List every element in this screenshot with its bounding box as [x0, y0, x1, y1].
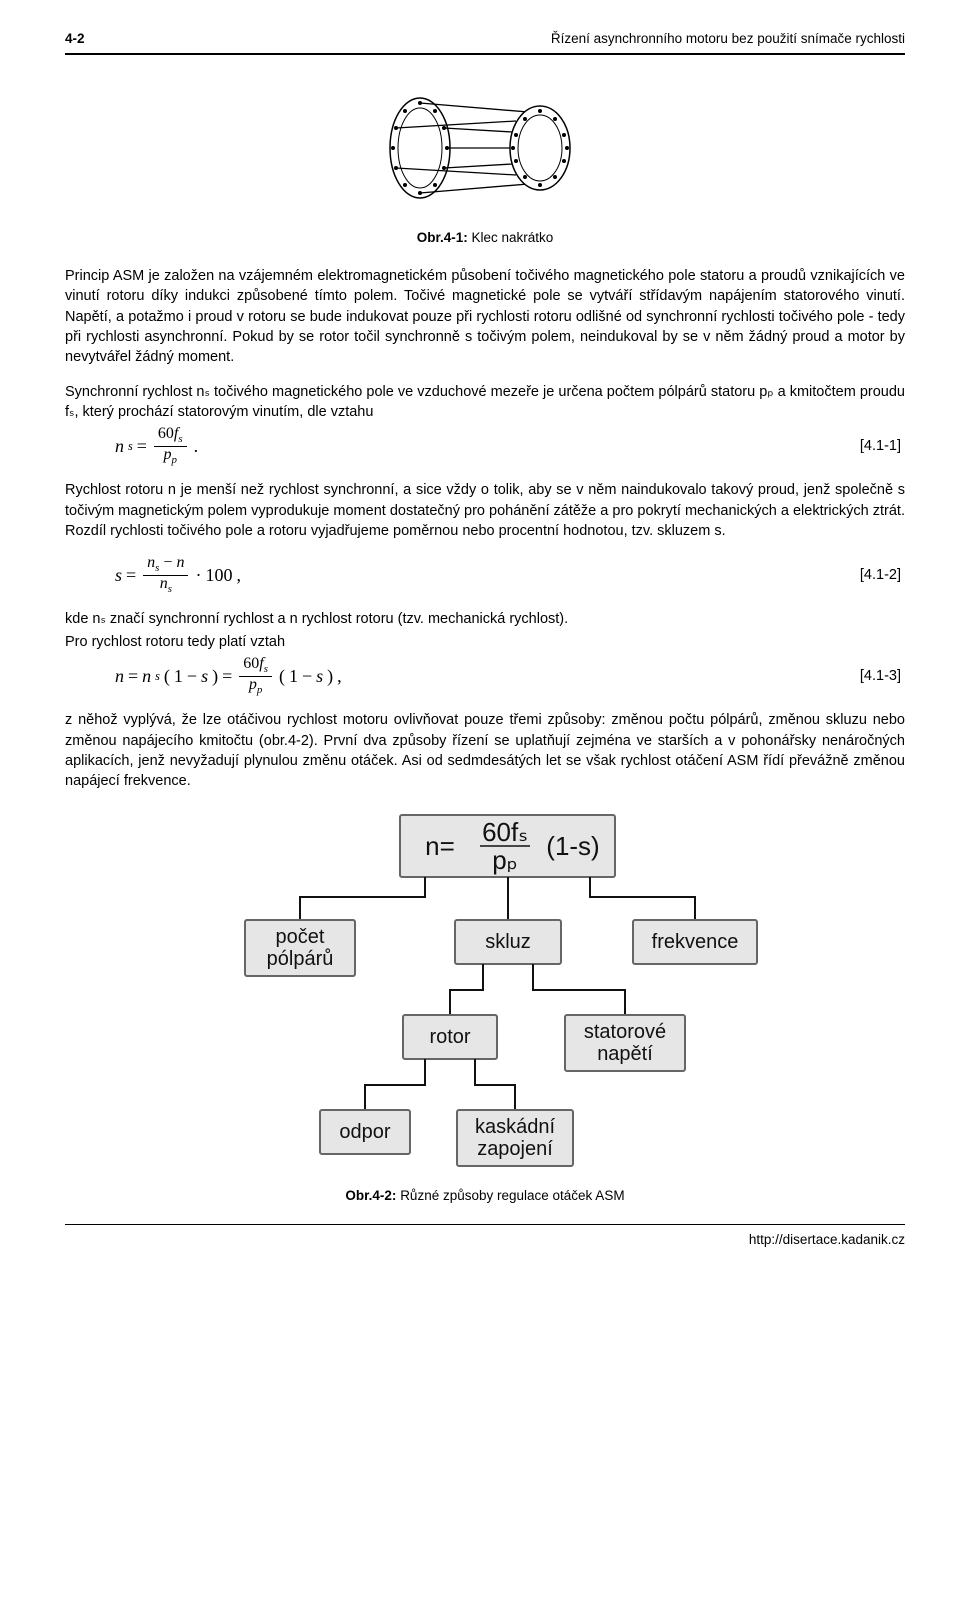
equation-3: n = ns (1 − s) = 60fs pp (1 − s) , — [65, 656, 860, 696]
paragraph-2: Synchronní rychlost nₛ točivého magnetic… — [65, 382, 905, 423]
paragraph-1: Princip ASM je založen na vzájemném elek… — [65, 266, 905, 367]
equation-1-row: ns = 60fs pp . [4.1-1] — [65, 426, 905, 466]
fig-bottom-text: Různé způsoby regulace otáček ASM — [400, 1188, 624, 1203]
svg-text:pólpárů: pólpárů — [267, 948, 334, 970]
svg-text:napětí: napětí — [597, 1043, 653, 1065]
svg-text:skluz: skluz — [485, 931, 531, 953]
figure-top-caption: Obr.4-1: Klec nakrátko — [65, 229, 905, 248]
svg-text:rotor: rotor — [429, 1026, 470, 1048]
svg-text:kaskádní: kaskádní — [475, 1116, 555, 1138]
svg-text:60fₛ: 60fₛ — [482, 817, 528, 847]
figure-bottom-caption: Obr.4-2: Různé způsoby regulace otáček A… — [65, 1187, 905, 1206]
paragraph-6: z něhož vyplývá, že lze otáčivou rychlos… — [65, 710, 905, 791]
figure-top-image — [65, 83, 905, 219]
footer-url: http://disertace.kadanik.cz — [65, 1231, 905, 1250]
equation-2: s = ns − n ns · 100 , — [65, 555, 860, 595]
fig-top-label: Obr.4-1: — [417, 230, 468, 245]
svg-text:(1-s): (1-s) — [546, 831, 599, 861]
equation-2-row: s = ns − n ns · 100 , [4.1-2] — [65, 555, 905, 595]
equation-2-tag: [4.1-2] — [860, 565, 905, 585]
equation-3-row: n = ns (1 − s) = 60fs pp (1 − s) , [4.1-… — [65, 656, 905, 696]
running-title: Řízení asynchronního motoru bez použití … — [551, 30, 905, 49]
svg-text:n=: n= — [425, 831, 455, 861]
svg-text:pₚ: pₚ — [492, 845, 518, 875]
page-number: 4-2 — [65, 30, 85, 49]
svg-text:zapojení: zapojení — [477, 1138, 553, 1160]
equation-3-tag: [4.1-3] — [860, 666, 905, 686]
paragraph-3: Rychlost rotoru n je menší než rychlost … — [65, 480, 905, 541]
header-rule — [65, 53, 905, 55]
flowchart: n= 60fₛ pₚ (1-s) počet pólpárů skluz fre… — [65, 805, 905, 1175]
svg-text:odpor: odpor — [339, 1121, 390, 1143]
equation-1-tag: [4.1-1] — [860, 436, 905, 456]
svg-text:počet: počet — [276, 926, 325, 948]
fig-bottom-label: Obr.4-2: — [345, 1188, 396, 1203]
svg-text:statorové: statorové — [584, 1021, 666, 1043]
paragraph-4: kde nₛ značí synchronní rychlost a n ryc… — [65, 609, 905, 629]
svg-text:frekvence: frekvence — [652, 931, 739, 953]
fig-top-text: Klec nakrátko — [471, 230, 553, 245]
footer-rule — [65, 1224, 905, 1225]
paragraph-5: Pro rychlost rotoru tedy platí vztah — [65, 632, 905, 652]
equation-1: ns = 60fs pp . — [65, 426, 860, 466]
